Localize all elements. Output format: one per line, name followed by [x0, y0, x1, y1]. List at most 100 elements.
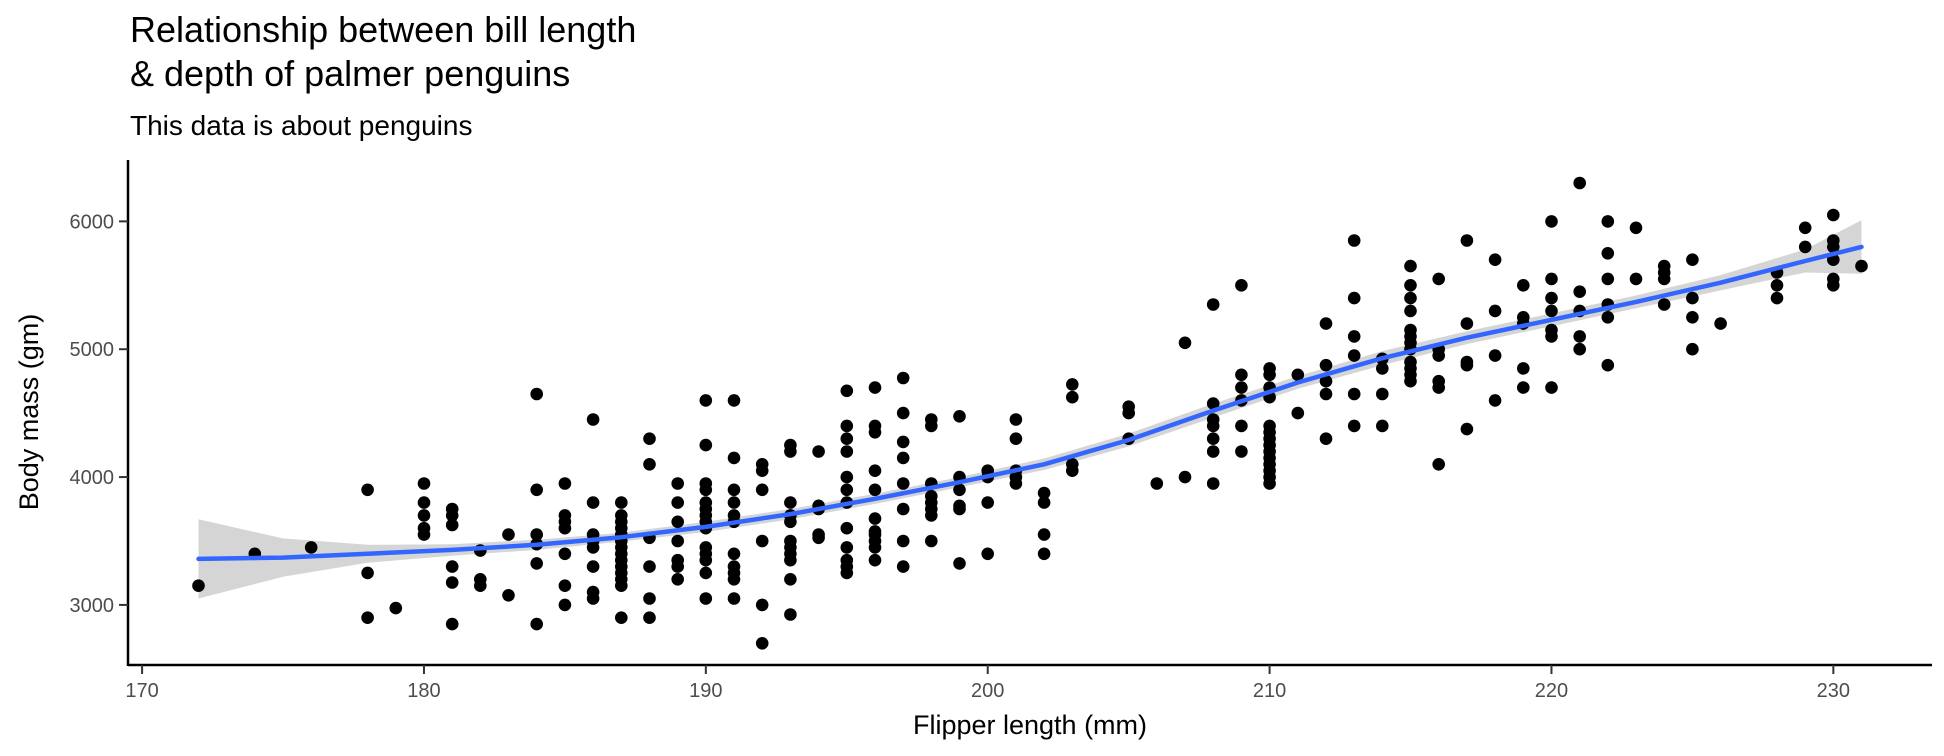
smooth-trend-line [196, 244, 1864, 562]
data-point [558, 579, 572, 592]
data-point [1263, 477, 1276, 490]
data-point [868, 426, 882, 439]
data-point [896, 371, 910, 385]
data-point [1037, 496, 1051, 509]
data-point [981, 547, 994, 561]
data-point [699, 394, 713, 407]
data-point [896, 477, 910, 490]
data-point [1347, 419, 1361, 433]
data-point [1827, 240, 1840, 254]
data-point [558, 477, 572, 490]
data-point [1517, 279, 1530, 292]
data-point [1601, 272, 1615, 286]
data-point [1601, 311, 1615, 324]
data-point [953, 483, 966, 497]
data-point [1263, 368, 1276, 382]
data-point [1517, 381, 1530, 394]
data-point [699, 438, 713, 452]
y-axis-ticks: 3000 4000 5000 6000 [70, 211, 128, 617]
data-point [1235, 279, 1248, 292]
data-point [1460, 358, 1474, 372]
data-point [530, 528, 543, 541]
data-point [1460, 317, 1474, 330]
data-point [1686, 311, 1699, 324]
data-point [1798, 240, 1812, 254]
data-point [361, 566, 374, 580]
data-point [671, 573, 684, 586]
data-point [1460, 422, 1474, 436]
data-point [1517, 362, 1530, 375]
data-point [530, 557, 543, 570]
data-point [812, 531, 825, 545]
data-point [896, 451, 910, 465]
data-point [1009, 477, 1023, 490]
data-point [1657, 298, 1671, 311]
data-point [1432, 349, 1445, 362]
data-point [784, 553, 797, 567]
data-point [671, 534, 684, 548]
data-point [896, 534, 910, 548]
data-point [1404, 259, 1417, 273]
data-point [1545, 330, 1558, 343]
data-point [1319, 358, 1333, 372]
data-point [1037, 528, 1051, 541]
data-point [1235, 368, 1248, 382]
data-point [643, 592, 656, 605]
data-point [445, 617, 459, 631]
x-tick-label: 220 [1535, 680, 1568, 702]
data-point [1545, 304, 1558, 318]
data-point [615, 579, 628, 592]
data-point [1404, 291, 1417, 305]
data-point [361, 483, 374, 497]
data-point [304, 541, 318, 554]
data-point [1291, 368, 1305, 382]
data-point [192, 579, 205, 592]
data-point [1432, 381, 1445, 394]
data-point [445, 560, 459, 573]
x-tick-label: 230 [1817, 680, 1850, 702]
data-point [1629, 272, 1643, 286]
data-point [1404, 279, 1417, 292]
data-point [1488, 394, 1502, 407]
data-point [1376, 362, 1389, 375]
data-point [784, 573, 797, 586]
data-point [586, 496, 600, 509]
data-point [558, 598, 572, 612]
data-point [671, 477, 684, 490]
data-point [896, 406, 910, 420]
data-point [558, 521, 572, 535]
data-point [1545, 215, 1558, 228]
data-point [840, 432, 854, 446]
data-point [925, 534, 938, 548]
data-point [727, 451, 741, 465]
data-point [727, 592, 741, 605]
data-point [840, 384, 854, 398]
data-point [1206, 432, 1220, 446]
data-point [1404, 304, 1417, 318]
data-point [586, 413, 600, 426]
data-point [868, 553, 882, 567]
data-point [727, 547, 741, 561]
data-point [1009, 432, 1023, 446]
y-axis-title: Body mass (gm) [14, 314, 44, 511]
data-point [896, 435, 910, 449]
data-point [1009, 413, 1023, 426]
data-point [699, 566, 713, 580]
y-tick-label: 4000 [70, 467, 115, 489]
y-tick-label: 5000 [70, 339, 115, 361]
data-point [1037, 486, 1051, 500]
data-point [784, 608, 797, 621]
data-point [868, 541, 882, 554]
data-point [1291, 406, 1305, 420]
data-point [896, 560, 910, 573]
data-point [1488, 349, 1502, 362]
data-point [1488, 304, 1502, 318]
data-point [925, 509, 938, 522]
data-point [417, 528, 431, 541]
data-point [586, 541, 600, 554]
data-point [445, 518, 459, 532]
y-tick-label: 3000 [70, 595, 115, 617]
data-point [417, 477, 431, 490]
data-point [925, 419, 938, 433]
